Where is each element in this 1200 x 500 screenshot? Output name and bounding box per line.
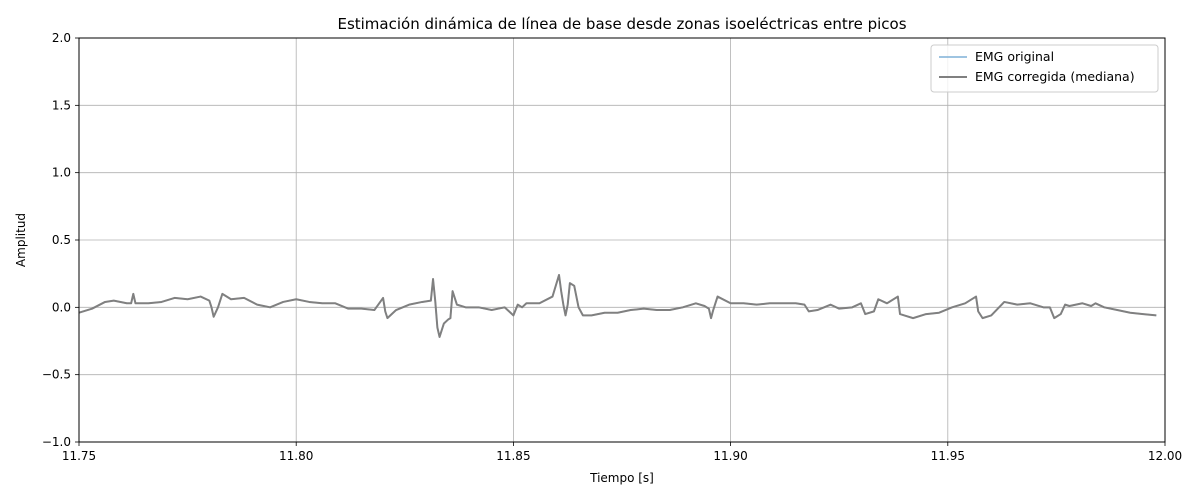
series-layer — [78, 274, 1157, 338]
x-tick-label: 11.75 — [62, 449, 96, 463]
series-line-emg-corregida — [78, 274, 1157, 338]
y-tick-label: −1.0 — [42, 435, 71, 449]
legend-label-emg-original: EMG original — [975, 49, 1054, 64]
y-tick-label: 1.0 — [52, 166, 71, 180]
y-tick-label: 0.0 — [52, 300, 71, 314]
y-axis-label: Amplitud — [14, 213, 28, 267]
y-tick-label: 0.5 — [52, 233, 71, 247]
x-tick-label: 11.85 — [496, 449, 530, 463]
x-tick-label: 11.90 — [713, 449, 747, 463]
axis-ticks: 11.75 11.80 11.85 11.90 11.95 12.00 −1.0 −0.5 0.… — [42, 31, 1182, 463]
x-tick-label: 12.00 — [1148, 449, 1182, 463]
chart-title: Estimación dinámica de línea de base des… — [337, 15, 906, 33]
x-tick-label: 11.95 — [931, 449, 965, 463]
y-tick-label: 2.0 — [52, 31, 71, 45]
x-axis-label: Tiempo [s] — [589, 471, 654, 485]
x-tick-label: 11.80 — [279, 449, 313, 463]
legend-box — [930, 44, 1159, 93]
legend-label-emg-corregida: EMG corregida (mediana) — [975, 69, 1135, 84]
legend: EMG original EMG corregida (mediana) — [930, 44, 1159, 93]
y-tick-label: −0.5 — [42, 368, 71, 382]
y-tick-label: 1.5 — [52, 98, 71, 112]
